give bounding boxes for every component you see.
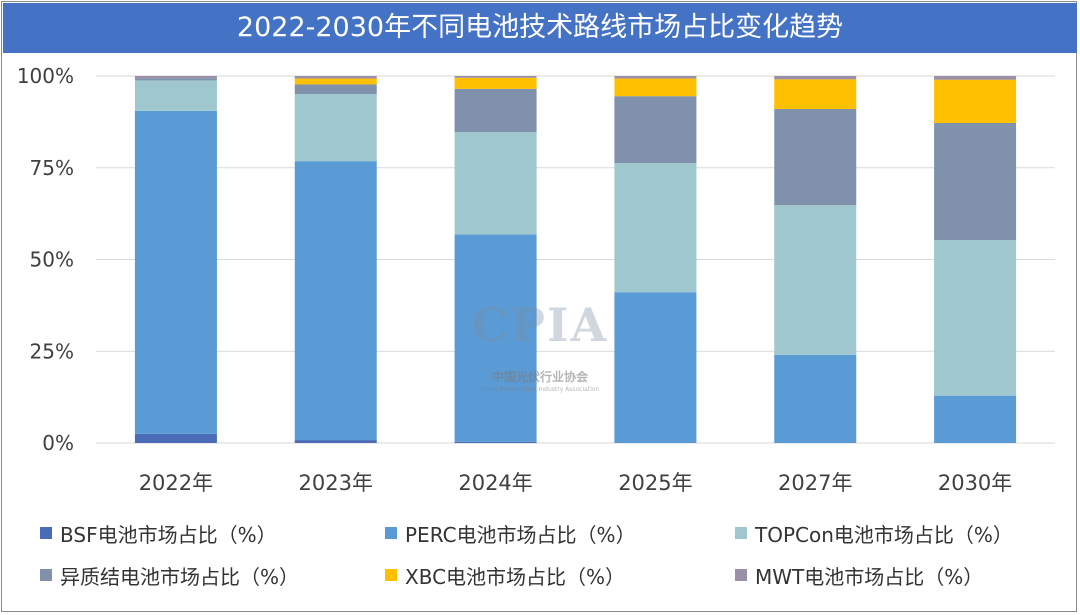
bar-segment — [614, 96, 697, 163]
legend-item: BSF电池市场占比（%） — [40, 518, 277, 548]
legend-item: TOPCon电池市场占比（%） — [735, 518, 1013, 548]
bar-segment — [934, 395, 1017, 443]
bar-segment — [294, 440, 377, 443]
bar-segment — [614, 162, 697, 293]
bar-segment — [134, 76, 217, 79]
legend-swatch — [40, 569, 52, 581]
title-bar: 2022-2030年不同电池技术路线市场占比变化趋势 — [3, 3, 1077, 53]
legend-label: PERC电池市场占比（%） — [405, 522, 636, 547]
bar-segment — [294, 78, 377, 85]
bar-segment — [934, 76, 1017, 80]
bar-segment — [294, 84, 377, 94]
bar-segment — [774, 205, 857, 355]
legend: BSF电池市场占比（%） PERC电池市场占比（%） TOPCon电池市场占比（%）… — [40, 518, 1070, 608]
bar-segment — [294, 161, 377, 441]
bar-segment — [294, 93, 377, 162]
bar-segment — [454, 234, 537, 442]
bar-segment — [454, 77, 537, 89]
legend-item: MWT电池市场占比（%） — [735, 560, 983, 590]
y-tick-label: 0% — [42, 431, 74, 455]
bar-segment — [454, 76, 537, 78]
bar-segment — [454, 441, 537, 443]
chart-title: 2022-2030年不同电池技术路线市场占比变化趋势 — [236, 12, 844, 43]
bar-segment — [614, 78, 697, 97]
legend-item: XBC电池市场占比（%） — [385, 560, 625, 590]
bar-segment — [454, 88, 537, 133]
legend-label: BSF电池市场占比（%） — [60, 522, 277, 547]
bar-segment — [614, 292, 697, 443]
legend-label: 异质结电池市场占比（%） — [60, 564, 300, 589]
legend-label: MWT电池市场占比（%） — [755, 564, 984, 589]
y-tick-label: 25% — [30, 339, 74, 363]
x-tick-label: 2030年 — [938, 471, 1012, 495]
legend-swatch — [735, 569, 747, 581]
bar-segment — [134, 110, 217, 434]
x-tick-label: 2022年 — [139, 471, 213, 495]
legend-swatch — [735, 527, 747, 539]
gridlines — [96, 75, 1055, 444]
legend-label: XBC电池市场占比（%） — [405, 564, 626, 589]
x-tick-label: 2025年 — [618, 471, 692, 495]
bars-group — [134, 76, 1017, 443]
legend-swatch — [40, 527, 52, 539]
legend-label: TOPCon电池市场占比（%） — [755, 522, 1013, 547]
legend-swatch — [385, 569, 397, 581]
legend-item: PERC电池市场占比（%） — [385, 518, 636, 548]
bar-segment — [774, 79, 857, 110]
y-tick-label: 100% — [17, 64, 74, 88]
bar-segment — [134, 78, 217, 81]
y-axis-ticks: 0% 25% 50% 75% 100% — [17, 64, 74, 455]
bar-segment — [134, 80, 217, 111]
bar-segment — [774, 109, 857, 206]
legend-swatch — [385, 527, 397, 539]
x-tick-label: 2023年 — [299, 471, 373, 495]
x-axis-ticks: 2022年 2023年 2024年 2025年 2027年 2030年 — [139, 471, 1013, 495]
bar-segment — [294, 76, 377, 79]
bar-segment — [774, 354, 857, 443]
bar-segment — [454, 132, 537, 235]
bar-segment — [614, 76, 697, 79]
bar-segment — [934, 79, 1017, 123]
legend-item: 异质结电池市场占比（%） — [40, 560, 299, 590]
x-tick-label: 2027年 — [778, 471, 852, 495]
y-tick-label: 50% — [30, 248, 74, 272]
bar-segment — [134, 433, 217, 443]
y-tick-label: 75% — [30, 156, 74, 180]
bar-segment — [934, 122, 1017, 241]
bar-segment — [934, 240, 1017, 396]
bar-segment — [774, 76, 857, 80]
x-tick-label: 2024年 — [458, 471, 532, 495]
